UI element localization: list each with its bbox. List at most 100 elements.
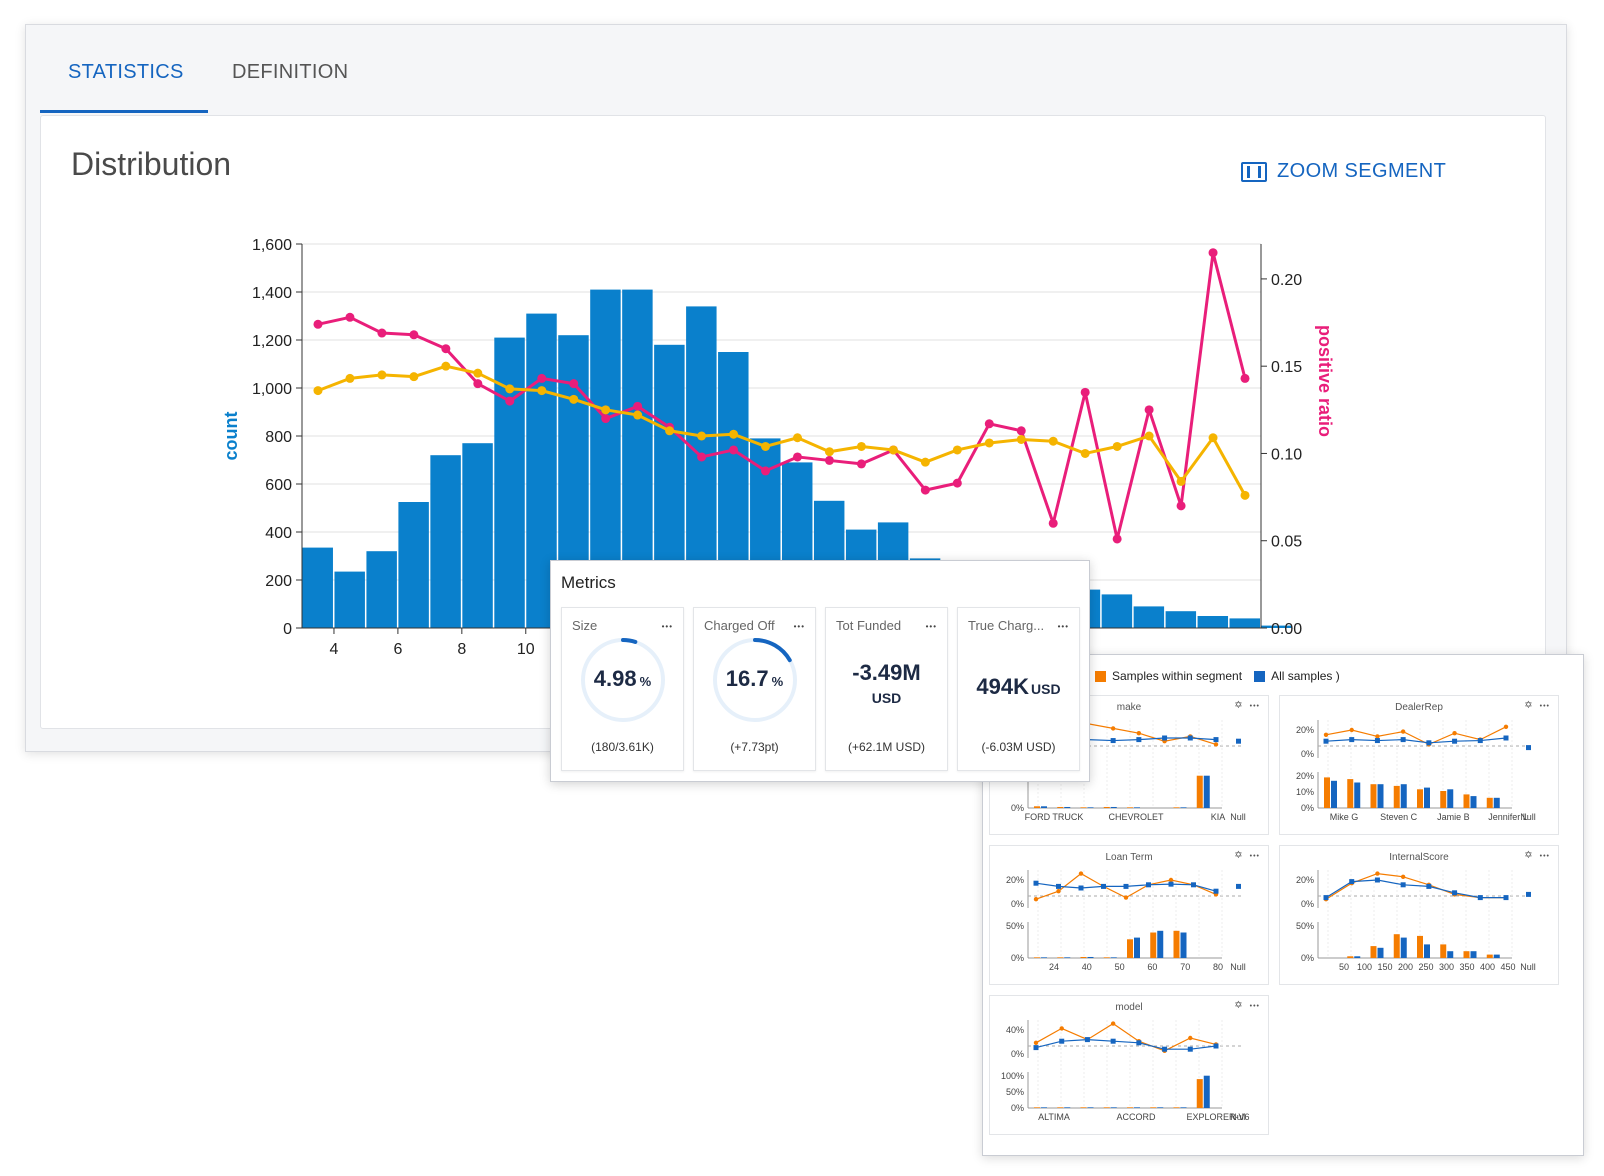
segment-chart-plot: 20% 0% 50% 0% 24 40 50 60 70 80 Null: [1006, 870, 1246, 972]
segment-x-label: 200: [1398, 962, 1413, 972]
segment-chart-tools[interactable]: ✡ •••: [1234, 849, 1260, 861]
segment-all-bar: [1134, 807, 1140, 808]
histogram-bar: [302, 547, 333, 628]
segment-within-point: [1400, 874, 1406, 879]
zoom-segment-label: ZOOM SEGMENT: [1277, 160, 1447, 182]
segment-all-bar: [1087, 1107, 1094, 1108]
segment-chart-tools[interactable]: ✡ •••: [1234, 999, 1260, 1011]
y2-tick-label: 0.05: [1271, 534, 1302, 551]
segment-within-bar: [1127, 807, 1133, 808]
ratio-line-pink: [317, 251, 1247, 541]
line-point: [1016, 426, 1026, 436]
segment-chart-tools[interactable]: ✡ •••: [1524, 849, 1550, 861]
metric-tot-funded[interactable]: Tot Funded ••• -3.49M USD (+62.1M USD): [825, 607, 948, 771]
tab-statistics[interactable]: STATISTICS: [68, 61, 184, 83]
segment-all-point: [1136, 737, 1142, 743]
line-point: [505, 384, 515, 394]
segment-within-bar: [1103, 1107, 1110, 1108]
segment-x-label: CHEVROLET: [1108, 812, 1164, 822]
line-point: [952, 445, 962, 455]
histogram-bar: [1197, 616, 1229, 628]
tab-definition[interactable]: DEFINITION: [232, 61, 349, 83]
segment-within-point: [1168, 877, 1174, 883]
magic-wand-icon[interactable]: ✡: [1234, 1000, 1244, 1011]
segment-all-point: [1136, 1040, 1142, 1046]
segment-all-point: [1400, 737, 1406, 743]
line-point: [856, 459, 866, 469]
segment-chart-tools[interactable]: ✡ •••: [1524, 699, 1550, 711]
segment-all-point: [1426, 740, 1432, 746]
metric-size[interactable]: Size ••• 4.98% (180/3.61K): [561, 607, 684, 771]
more-dots-icon[interactable]: •••: [793, 622, 805, 631]
magic-wand-icon[interactable]: ✡: [1234, 700, 1244, 711]
more-dots-icon[interactable]: •••: [661, 622, 673, 631]
more-dots-icon[interactable]: •••: [1539, 703, 1550, 710]
segment-chart-model[interactable]: model ✡ ••• 40% 0% 100% 50% 0% ALTIMA ACCORD EXPLO…: [989, 995, 1269, 1135]
segment-x-label: Steven C: [1380, 812, 1418, 822]
segment-null-point: [1526, 891, 1531, 897]
segment-x-label: 300: [1439, 962, 1454, 972]
segment-tick-label: 0%: [1011, 1103, 1024, 1113]
segment-all-bar: [1157, 930, 1164, 958]
legend-all-label: All samples ): [1271, 669, 1340, 683]
segment-within-line: [1325, 726, 1507, 746]
segment-within-point: [1056, 889, 1061, 894]
segment-within-bar: [1324, 777, 1330, 808]
segment-within-bar: [1486, 954, 1493, 958]
zoom-segment-button[interactable]: ZOOM SEGMENT: [1241, 160, 1446, 183]
metric-value: 494K USD: [958, 674, 1079, 700]
segment-chart-title: make: [1116, 702, 1142, 713]
segment-all-point: [1056, 883, 1061, 889]
more-dots-icon[interactable]: •••: [1539, 853, 1550, 860]
segment-within-bar: [1347, 956, 1354, 958]
magic-wand-icon[interactable]: ✡: [1524, 700, 1534, 711]
more-dots-icon[interactable]: •••: [925, 622, 937, 631]
segment-within-point: [1110, 1021, 1116, 1026]
metric-charged-off[interactable]: Charged Off ••• 16.7% (+7.73pt): [693, 607, 816, 771]
segment-all-line: [1325, 737, 1507, 744]
ratio-line-yellow: [317, 364, 1247, 497]
histogram-bar: [1133, 606, 1165, 628]
metrics-card: Metrics Size ••• 4.98% (180/3.61K) Charged …: [550, 560, 1090, 782]
magic-wand-icon[interactable]: ✡: [1524, 850, 1534, 861]
line-point: [601, 414, 611, 424]
line-point: [313, 386, 323, 396]
metric-value-number: 4.98: [593, 666, 637, 691]
segment-within-bar: [1173, 807, 1180, 808]
segment-chart-loan-term[interactable]: Loan Term ✡ ••• 20% 0% 50% 0% 24 40 50 60 70 80 Null: [989, 845, 1269, 985]
segment-all-bar: [1134, 937, 1140, 958]
more-dots-icon[interactable]: •••: [1057, 622, 1069, 631]
segment-within-bar: [1103, 957, 1110, 958]
more-dots-icon[interactable]: •••: [1249, 853, 1260, 860]
line-point: [761, 441, 771, 451]
progress-ring: [581, 638, 665, 722]
segment-all-point: [1191, 882, 1196, 888]
segment-all-bar: [1180, 807, 1187, 808]
line-point: [697, 452, 707, 462]
metric-true-charged[interactable]: True Charg... ••• 494K USD (-6.03M USD): [957, 607, 1080, 771]
metric-delta: (+62.1M USD): [847, 740, 926, 754]
line-point: [824, 455, 834, 465]
line-point: [633, 401, 643, 411]
segment-x-label: 40: [1082, 962, 1092, 972]
segment-chart-internalscore[interactable]: InternalScore ✡ ••• 20% 0% 50% 0% 50 100 150 200 25…: [1279, 845, 1559, 985]
segment-within-line: [1035, 1022, 1217, 1052]
line-point: [888, 445, 898, 455]
metrics-title: Metrics: [561, 573, 616, 592]
segment-chart-tools[interactable]: ✡ •••: [1234, 699, 1260, 711]
more-dots-icon[interactable]: •••: [1249, 703, 1260, 710]
histogram-bar: [366, 551, 397, 628]
segment-tick-label: 0%: [1011, 1049, 1024, 1059]
segment-all-bar: [1447, 951, 1454, 958]
segment-chart-dealerrep[interactable]: DealerRep ✡ ••• 20% 0% 20% 10% 0% Mike G Steven C…: [1279, 695, 1559, 835]
segment-x-label: Null: [1230, 962, 1246, 972]
segment-within-bar: [1080, 956, 1087, 958]
magic-wand-icon[interactable]: ✡: [1234, 850, 1244, 861]
histogram-bar: [1101, 594, 1133, 628]
segment-within-bar: [1080, 807, 1087, 808]
segment-within-bar: [1440, 791, 1447, 808]
more-dots-icon[interactable]: •••: [1249, 1003, 1260, 1010]
segment-tick-label: 0%: [1301, 953, 1314, 963]
segment-chart-plot: 20% 0% 50% 0% 50 100 150 200 250 300 350 400 450 Null: [1296, 870, 1536, 972]
metric-delta: (180/3.61K): [591, 740, 654, 754]
